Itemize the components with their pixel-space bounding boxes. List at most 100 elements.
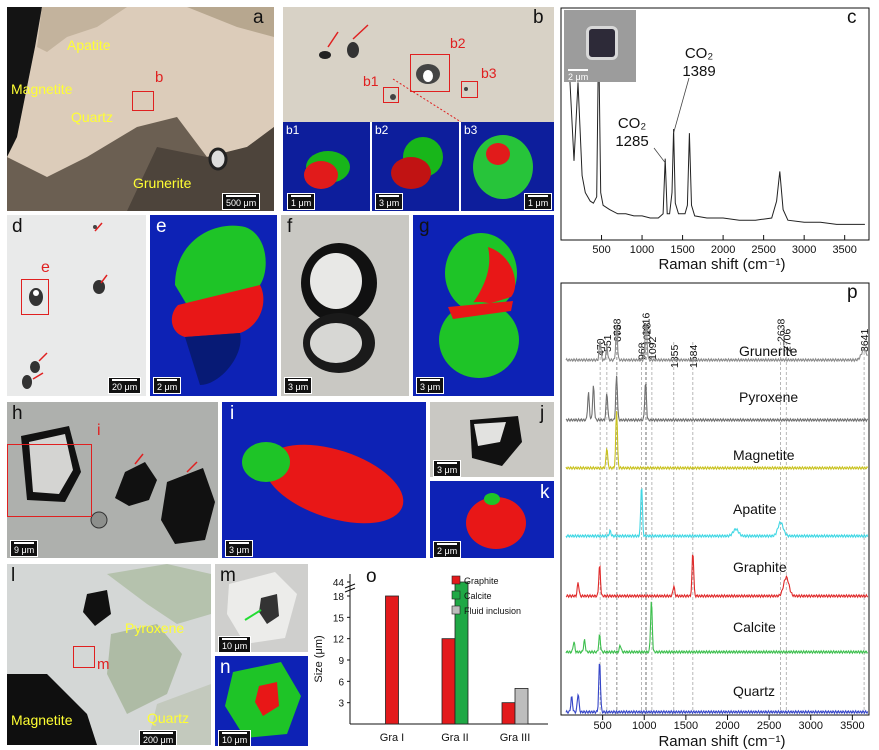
annotation-leader (673, 77, 690, 134)
panel-m-label: m (220, 565, 236, 586)
x-tick-label: 3500 (832, 244, 856, 256)
x-tick-label: Gra I (380, 732, 404, 744)
legend-label: Calcite (464, 591, 492, 601)
zoom-box-b (132, 91, 154, 111)
spectrum-line (565, 411, 869, 471)
series-line (567, 33, 865, 225)
panel-d-scalebar: 20 μm (108, 377, 142, 394)
panel-g-label: g (419, 216, 430, 237)
axis-break (344, 587, 356, 593)
x-tick-label: 2500 (757, 720, 781, 732)
y-tick-label: 3 (338, 699, 344, 710)
annotation-label: CO₂ 1285 (615, 115, 648, 150)
annotation-leader (653, 147, 666, 163)
mineral-label-magnetite: Magnetite (11, 81, 73, 97)
chart-o: 3 6 9 12 15 18 44 Gra I Gra II Gra III Graphite C… (313, 574, 548, 744)
legend-label: Graphite (464, 576, 499, 586)
inset-b1-label: b1 (286, 123, 300, 137)
panel-a-micrograph (7, 7, 274, 211)
panel-o-label: o (366, 566, 377, 587)
panel-g-scalebar: 3 μm (416, 377, 445, 394)
peak-label: 1016 (641, 312, 653, 336)
y-axis-label: Size (μm) (313, 635, 325, 682)
y-tick-label: 12 (333, 635, 345, 646)
panel-j: j 3 μm (430, 402, 554, 477)
bar (514, 688, 529, 725)
panel-j-label: j (540, 403, 545, 424)
panel-f-micrograph (281, 215, 409, 396)
mineral-label-quartz-l: Quartz (147, 710, 190, 726)
legend-swatch (451, 605, 461, 615)
panel-c: 500 1000 1500 2000 2500 3000 3500 CO₂ 1285 CO₂ 13… (557, 3, 875, 275)
bar (385, 595, 399, 725)
zoom-box-b-label: b (155, 69, 164, 86)
panel-f: f 3 μm (281, 215, 409, 396)
panel-j-scalebar: 3 μm (433, 460, 462, 477)
y-tick-label: 9 (338, 656, 344, 667)
panel-a-scalebar: 500 μm (222, 193, 261, 210)
y-tick-label: 18 (333, 592, 345, 603)
y-tick-label: 44 (333, 578, 345, 589)
peak-label: 673 (612, 324, 624, 342)
x-tick-label: Gra II (441, 732, 469, 744)
spectrum-line (565, 554, 869, 599)
panel-n-label: n (220, 657, 231, 678)
panel-h-scalebar: 9 μm (10, 540, 39, 557)
panel-o: 3 6 9 12 15 18 44 Gra I Gra II Gra III Graphite C… (312, 564, 554, 746)
spectrum-label: Magnetite (733, 447, 795, 463)
panel-m-scalebar: 10 μm (218, 636, 252, 652)
panel-k: k 2 μm (430, 481, 554, 558)
zoom-box-m-label: m (97, 656, 110, 673)
peak-label: 2706 (781, 328, 793, 352)
inset-b2-scalebar: 3 μm (375, 193, 404, 210)
zoom-box-e-label: e (41, 259, 50, 276)
x-tick-label: 1000 (630, 244, 654, 256)
x-tick-label: 2000 (711, 244, 735, 256)
panel-e: e 2 μm (150, 215, 277, 396)
x-tick-label: 3000 (798, 720, 822, 732)
panel-k-label: k (540, 482, 550, 503)
panel-m: m 10 μm (215, 564, 308, 652)
peak-label: 1355 (669, 344, 681, 368)
inset-b3-label: b3 (464, 123, 478, 137)
panel-c-inset: 2 μm (564, 10, 636, 82)
zoom-box-b1-label: b1 (363, 73, 379, 89)
spectrum-label: Pyroxene (739, 389, 798, 405)
panel-g-raman-map (413, 215, 554, 396)
x-tick-label: 2500 (751, 244, 775, 256)
panel-h: h i 9 μm (7, 402, 218, 558)
x-tick-label: 1500 (670, 244, 694, 256)
panel-e-label: e (156, 216, 167, 237)
panel-c-inset-scalebar: 2 μm (565, 68, 591, 83)
peak-label: 3641 (859, 328, 871, 352)
panel-l-micrograph (7, 564, 211, 745)
panel-g: g 3 μm (413, 215, 554, 396)
spectrum-label: Grunerite (739, 343, 798, 359)
mineral-label-pyroxene: Pyroxene (125, 620, 185, 636)
zoom-box-e (21, 279, 49, 315)
annotation-label: CO₂ 1389 (682, 45, 715, 80)
x-tick-label: 2000 (715, 720, 739, 732)
panel-b: b b1 b2 b3 b1 b2 b3 1 μm 3 μm 1 μm (283, 7, 554, 211)
panel-h-micrograph (7, 402, 218, 558)
panel-i-scalebar: 3 μm (225, 540, 254, 557)
inset-b1-scalebar: 1 μm (287, 193, 316, 210)
panel-l-label: l (11, 565, 16, 586)
x-tick-label: 1000 (632, 720, 656, 732)
panel-k-scalebar: 2 μm (433, 541, 462, 558)
panel-d-micrograph (7, 215, 146, 396)
zoom-box-b1 (383, 87, 399, 103)
panel-f-label: f (287, 216, 293, 237)
x-tick-label: 500 (593, 720, 611, 732)
bar (441, 638, 456, 725)
zoom-box-i (7, 444, 92, 517)
mineral-label-apatite: Apatite (67, 37, 111, 53)
mineral-label-grunerite: Grunerite (133, 175, 192, 191)
y-tick-label: 6 (338, 677, 344, 688)
panel-a: a Apatite Magnetite Quartz Grunerite b 5… (7, 7, 274, 211)
spectrum-line (565, 323, 868, 363)
panel-p-label: p (847, 282, 858, 303)
spectrum-label: Apatite (733, 501, 777, 517)
zoom-box-m (73, 646, 95, 668)
x-tick-label: 500 (592, 244, 610, 256)
